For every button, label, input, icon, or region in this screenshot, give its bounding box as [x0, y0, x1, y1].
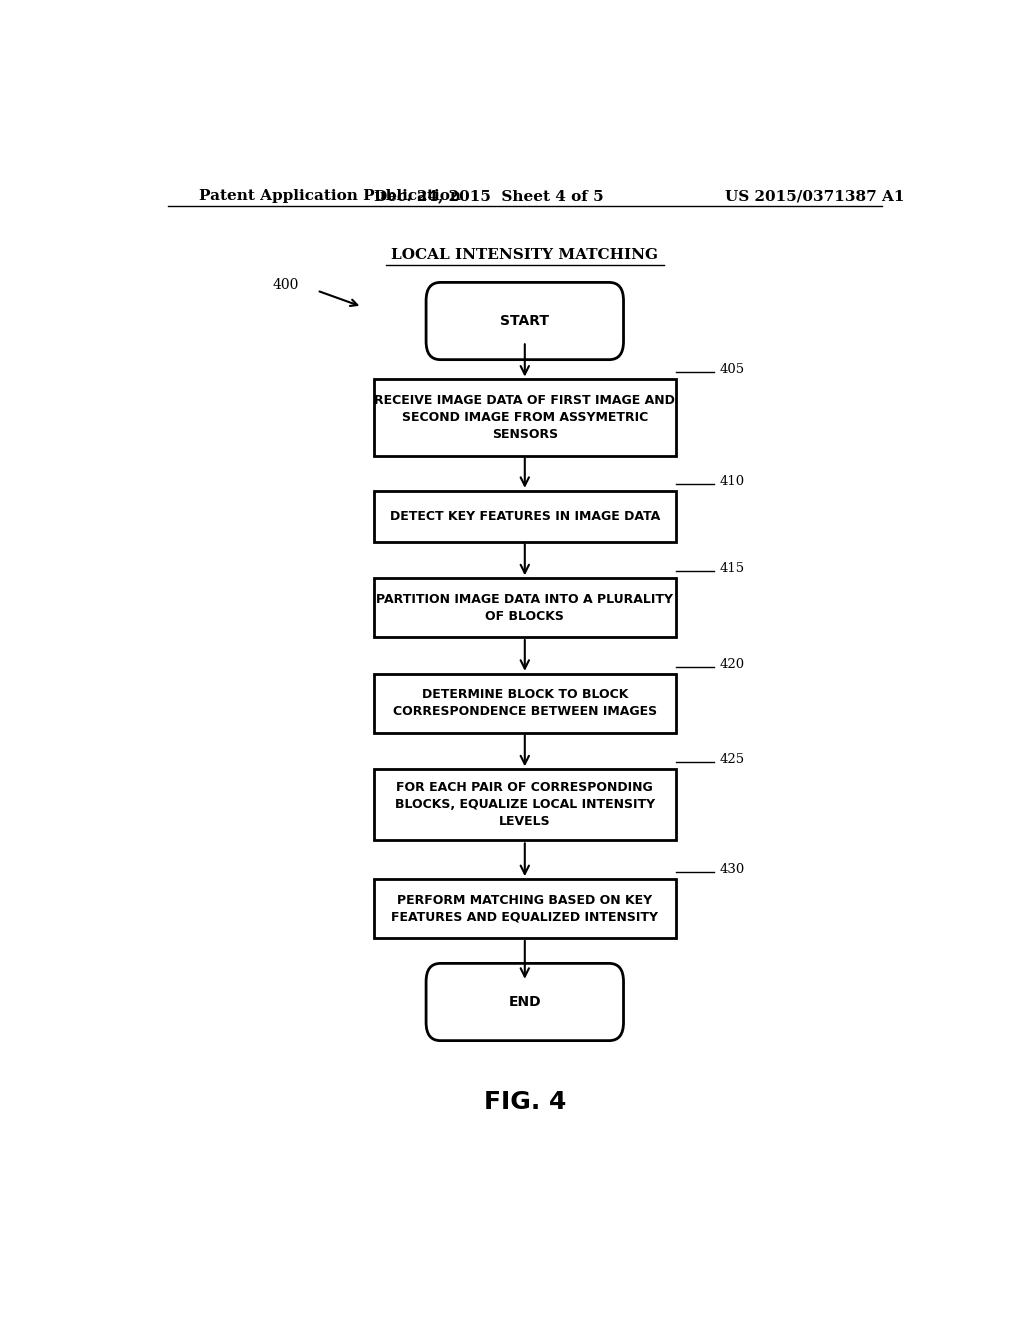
Text: 400: 400: [272, 279, 299, 293]
Text: LOCAL INTENSITY MATCHING: LOCAL INTENSITY MATCHING: [391, 248, 658, 261]
Text: 410: 410: [719, 475, 744, 487]
Text: RECEIVE IMAGE DATA OF FIRST IMAGE AND
SECOND IMAGE FROM ASSYMETRIC
SENSORS: RECEIVE IMAGE DATA OF FIRST IMAGE AND SE…: [375, 395, 675, 441]
Bar: [374, 673, 676, 733]
Text: 405: 405: [719, 363, 744, 376]
Text: PARTITION IMAGE DATA INTO A PLURALITY
OF BLOCKS: PARTITION IMAGE DATA INTO A PLURALITY OF…: [376, 593, 674, 623]
Text: PERFORM MATCHING BASED ON KEY
FEATURES AND EQUALIZED INTENSITY: PERFORM MATCHING BASED ON KEY FEATURES A…: [391, 894, 658, 924]
Text: DETERMINE BLOCK TO BLOCK
CORRESPONDENCE BETWEEN IMAGES: DETERMINE BLOCK TO BLOCK CORRESPONDENCE …: [393, 688, 656, 718]
Text: Dec. 24, 2015  Sheet 4 of 5: Dec. 24, 2015 Sheet 4 of 5: [375, 189, 604, 203]
Bar: [374, 770, 676, 841]
Text: 425: 425: [719, 754, 744, 766]
Text: END: END: [509, 995, 541, 1008]
Text: 420: 420: [719, 657, 744, 671]
Text: START: START: [501, 314, 549, 329]
Bar: [374, 879, 676, 939]
Bar: [374, 491, 676, 541]
Text: Patent Application Publication: Patent Application Publication: [200, 189, 462, 203]
Text: FOR EACH PAIR OF CORRESPONDING
BLOCKS, EQUALIZE LOCAL INTENSITY
LEVELS: FOR EACH PAIR OF CORRESPONDING BLOCKS, E…: [394, 781, 655, 829]
Text: 415: 415: [719, 562, 744, 576]
Text: DETECT KEY FEATURES IN IMAGE DATA: DETECT KEY FEATURES IN IMAGE DATA: [390, 510, 659, 523]
Text: FIG. 4: FIG. 4: [483, 1089, 566, 1114]
FancyBboxPatch shape: [426, 282, 624, 359]
Text: 430: 430: [719, 863, 744, 876]
FancyBboxPatch shape: [426, 964, 624, 1040]
Bar: [374, 379, 676, 455]
Text: US 2015/0371387 A1: US 2015/0371387 A1: [725, 189, 904, 203]
Bar: [374, 578, 676, 638]
